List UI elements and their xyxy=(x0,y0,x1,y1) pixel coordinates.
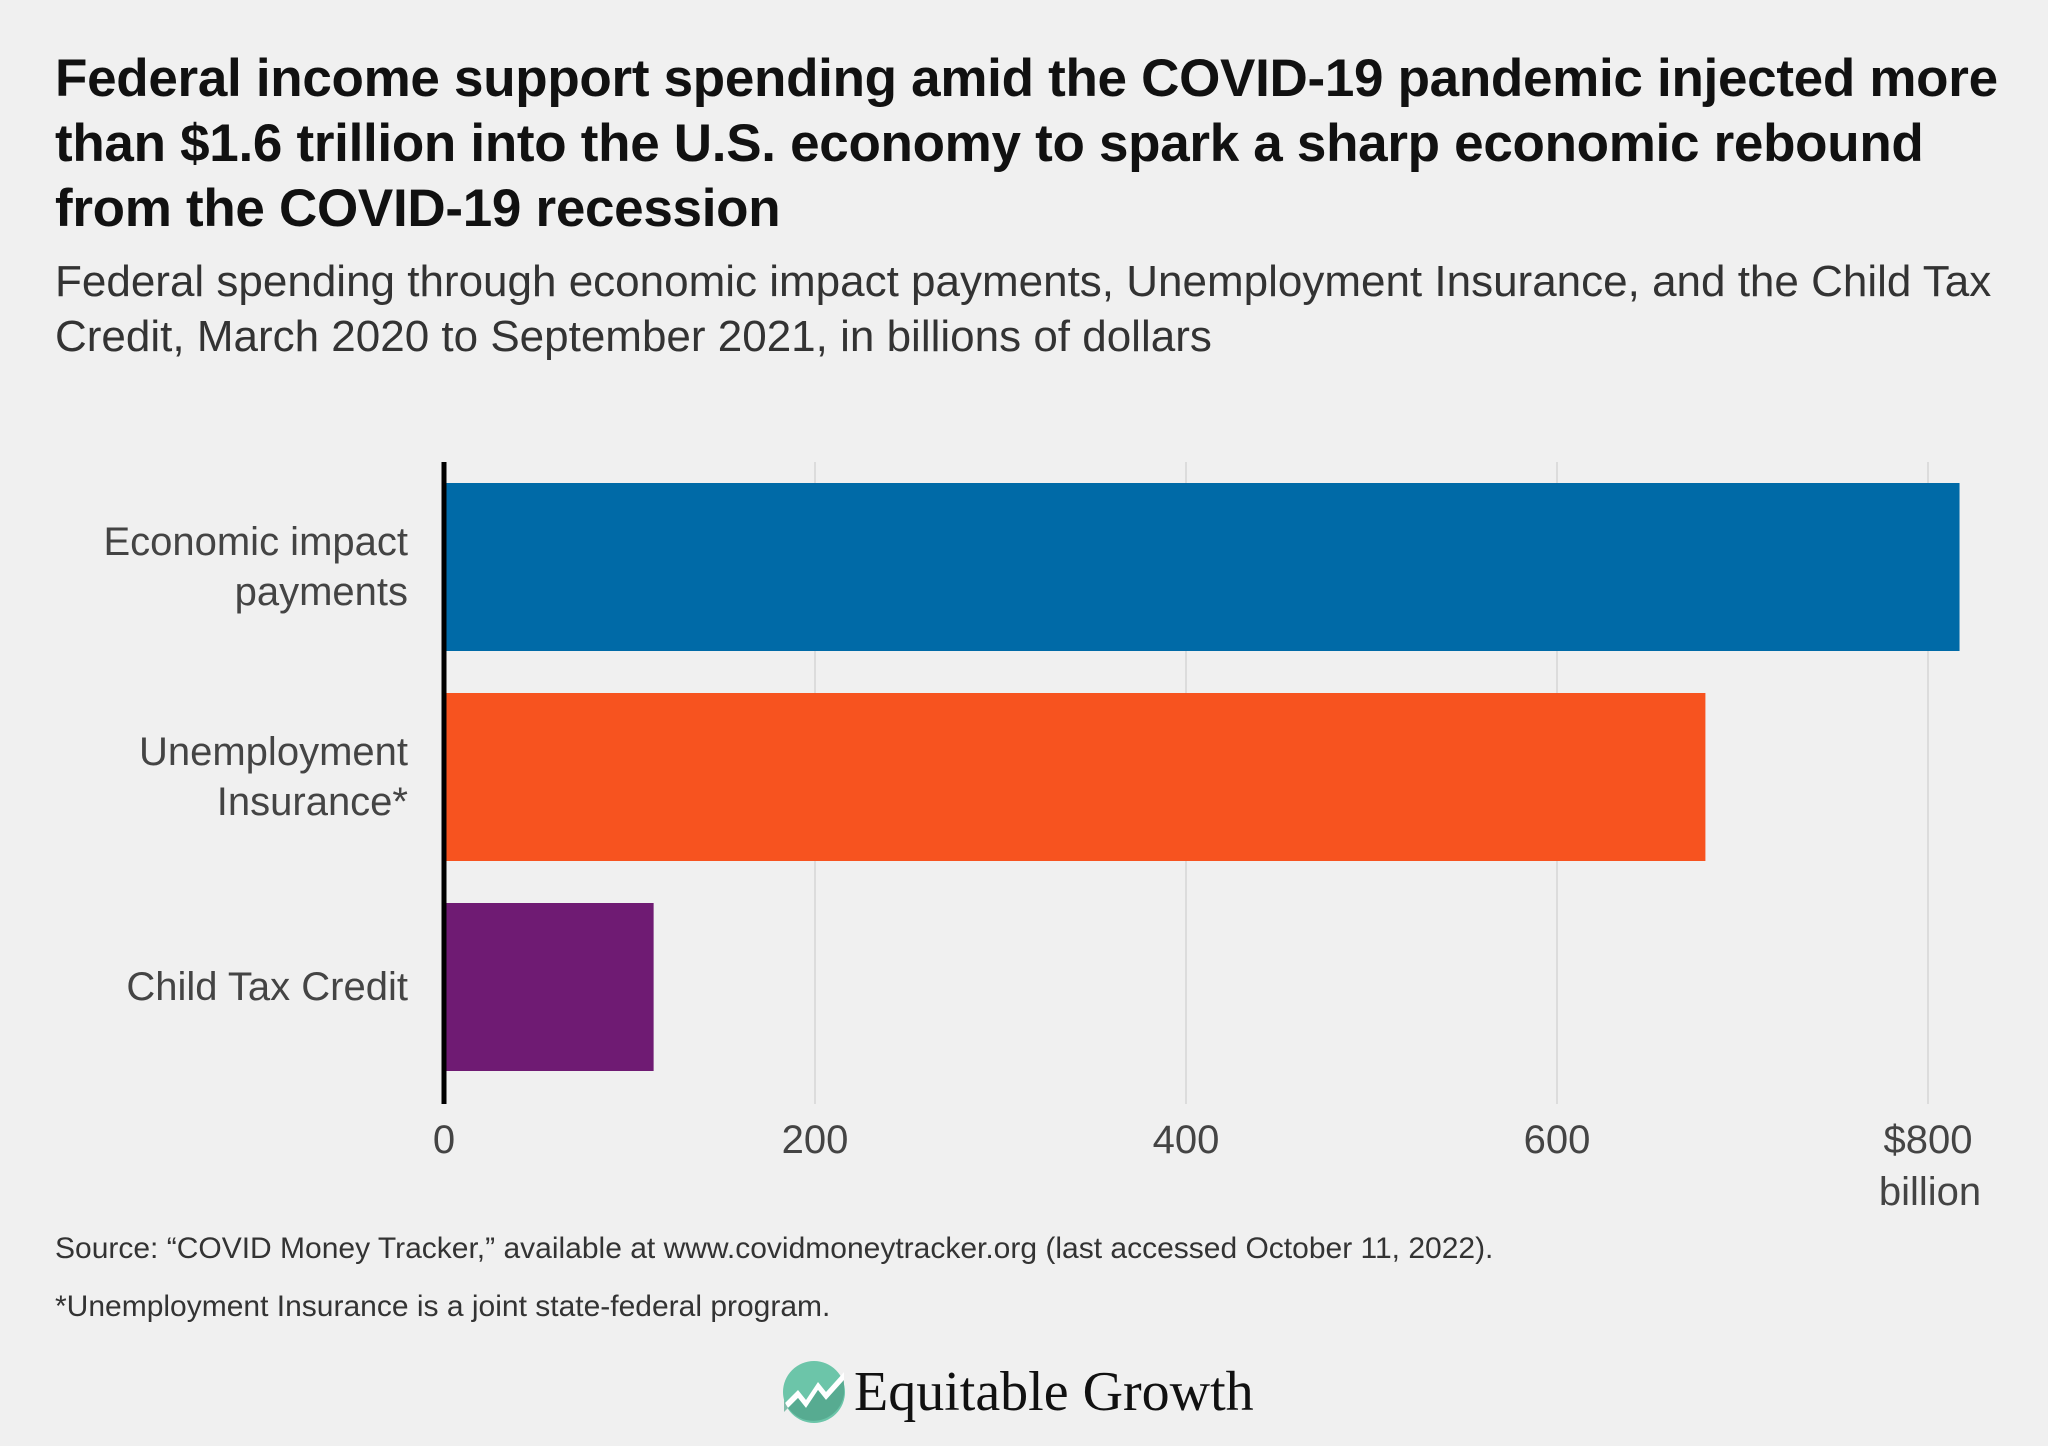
footnote: *Unemployment Insurance is a joint state… xyxy=(55,1290,831,1323)
category-label: Child Tax Credit xyxy=(126,965,408,1009)
x-tick-label: 0 xyxy=(432,1118,456,1162)
equitable-growth-logo: Equitable Growth xyxy=(782,1360,1254,1424)
logo-icon xyxy=(783,1361,845,1423)
source-note: Source: “COVID Money Tracker,” available… xyxy=(55,1232,1494,1265)
logo-text: Equitable Growth xyxy=(854,1361,1254,1423)
x-tick-label: 400 xyxy=(1152,1118,1220,1162)
x-tick-label: 200 xyxy=(781,1118,849,1162)
x-unit-label: billion xyxy=(1878,1170,1982,1214)
x-tick-label: $800 xyxy=(1883,1118,1973,1162)
chart-subtitle: Federal spending through economic impact… xyxy=(55,257,1992,361)
x-tick-label: 600 xyxy=(1523,1118,1591,1162)
bar xyxy=(444,903,654,1071)
bar xyxy=(444,693,1706,861)
bar xyxy=(444,483,1960,651)
category-label: Unemployment Insurance* xyxy=(138,730,408,824)
category-label: Economic impact payments xyxy=(103,520,408,614)
chart-title: Federal income support spending amid the… xyxy=(55,49,1998,238)
